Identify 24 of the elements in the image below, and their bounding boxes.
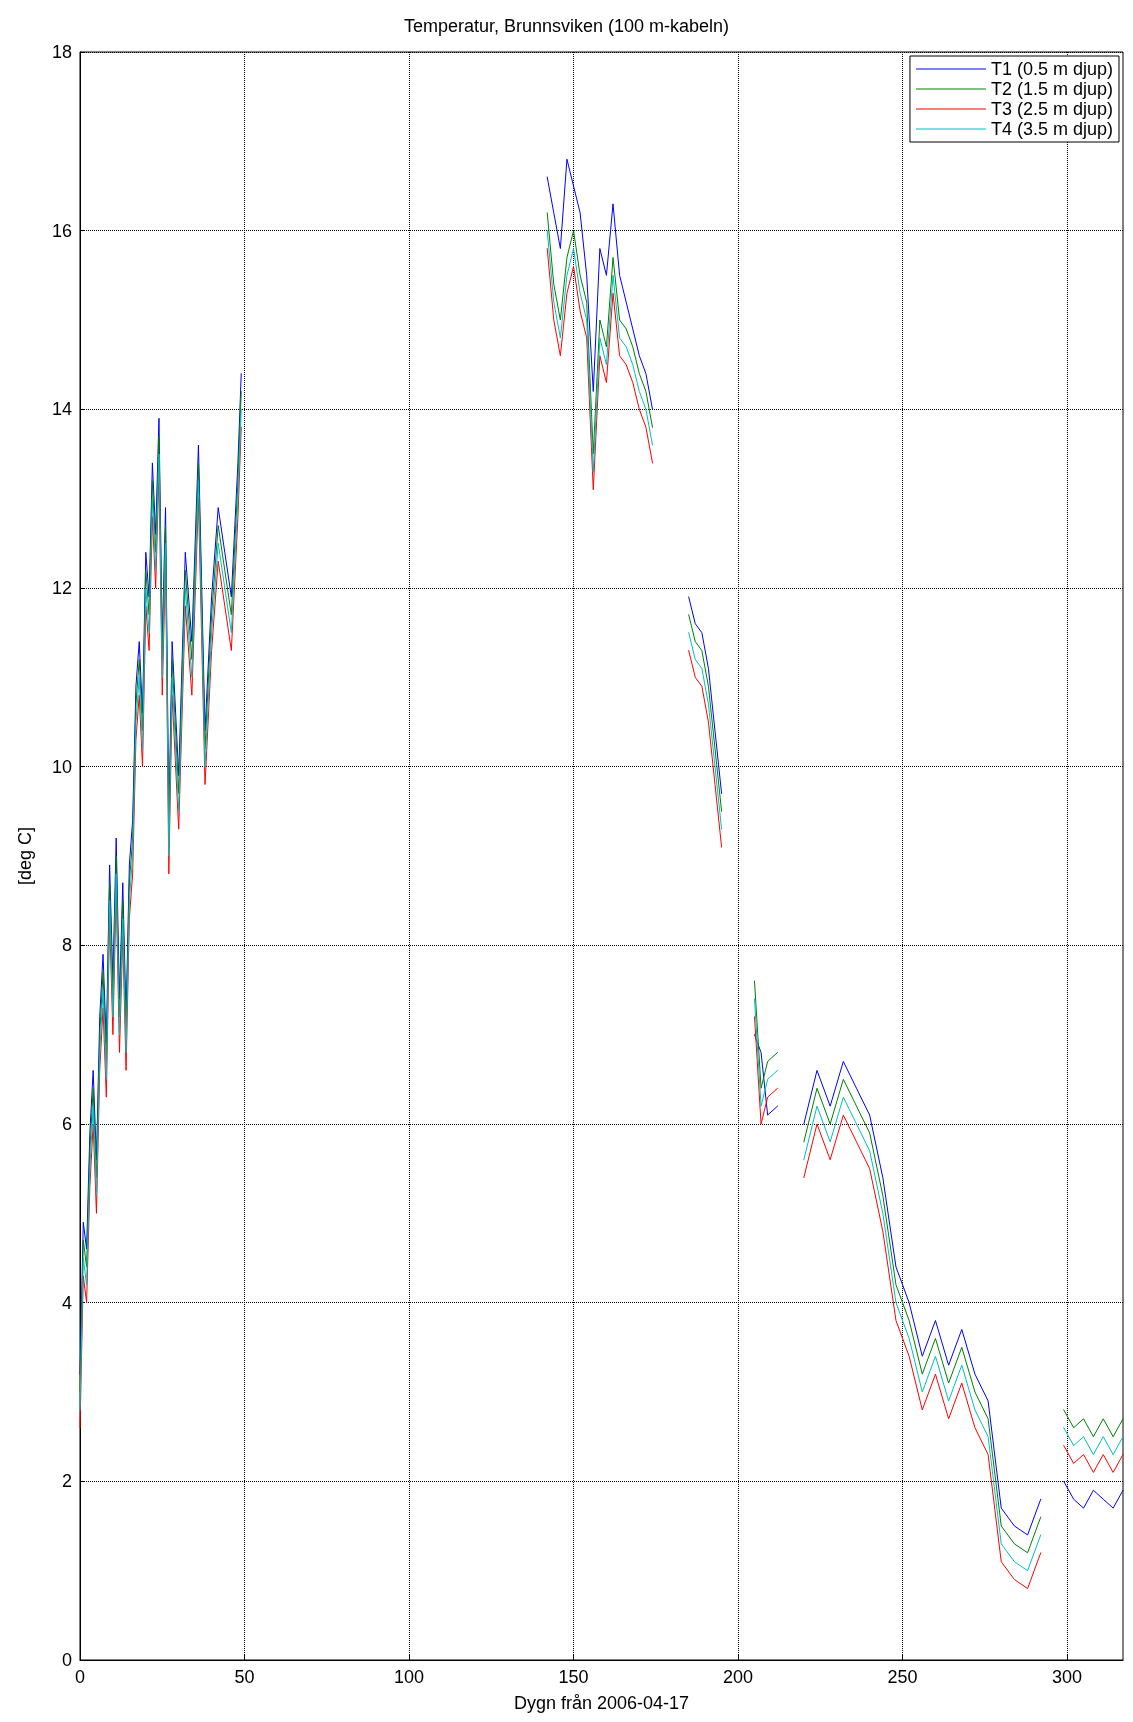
legend-label: T2 (1.5 m djup) <box>990 79 1113 99</box>
y-axis-title: [deg C] <box>15 826 35 886</box>
x-tick-label: 250 <box>887 1667 918 1687</box>
y-tick-label: 10 <box>51 756 72 777</box>
legend-label: T3 (2.5 m djup) <box>990 99 1113 119</box>
y-tick-label: 4 <box>61 1292 72 1313</box>
legend-label: T1 (0.5 m djup) <box>990 59 1113 79</box>
y-tick-label: 12 <box>51 578 72 598</box>
y-tick-label: 18 <box>51 42 72 62</box>
x-tick-label: 200 <box>723 1667 754 1687</box>
x-tick-label: 300 <box>1052 1667 1083 1687</box>
y-tick-label: 6 <box>61 1114 72 1134</box>
x-axis-title: Dygn från 2006-04-17 <box>513 1693 690 1713</box>
x-tick-label: 150 <box>558 1667 589 1687</box>
y-tick-label: 8 <box>61 935 72 956</box>
x-tick-label: 50 <box>234 1667 255 1687</box>
y-tick-label: 14 <box>51 399 72 420</box>
y-tick-label: 2 <box>61 1471 72 1492</box>
x-tick-label: 100 <box>394 1667 425 1687</box>
x-tick-label: 0 <box>74 1667 86 1687</box>
legend-label: T4 (3.5 m djup) <box>990 119 1113 139</box>
y-tick-label: 16 <box>51 220 72 241</box>
chart-title: Temperatur, Brunnsviken (100 m-kabeln) <box>403 16 730 36</box>
y-tick-label: 0 <box>61 1650 72 1670</box>
